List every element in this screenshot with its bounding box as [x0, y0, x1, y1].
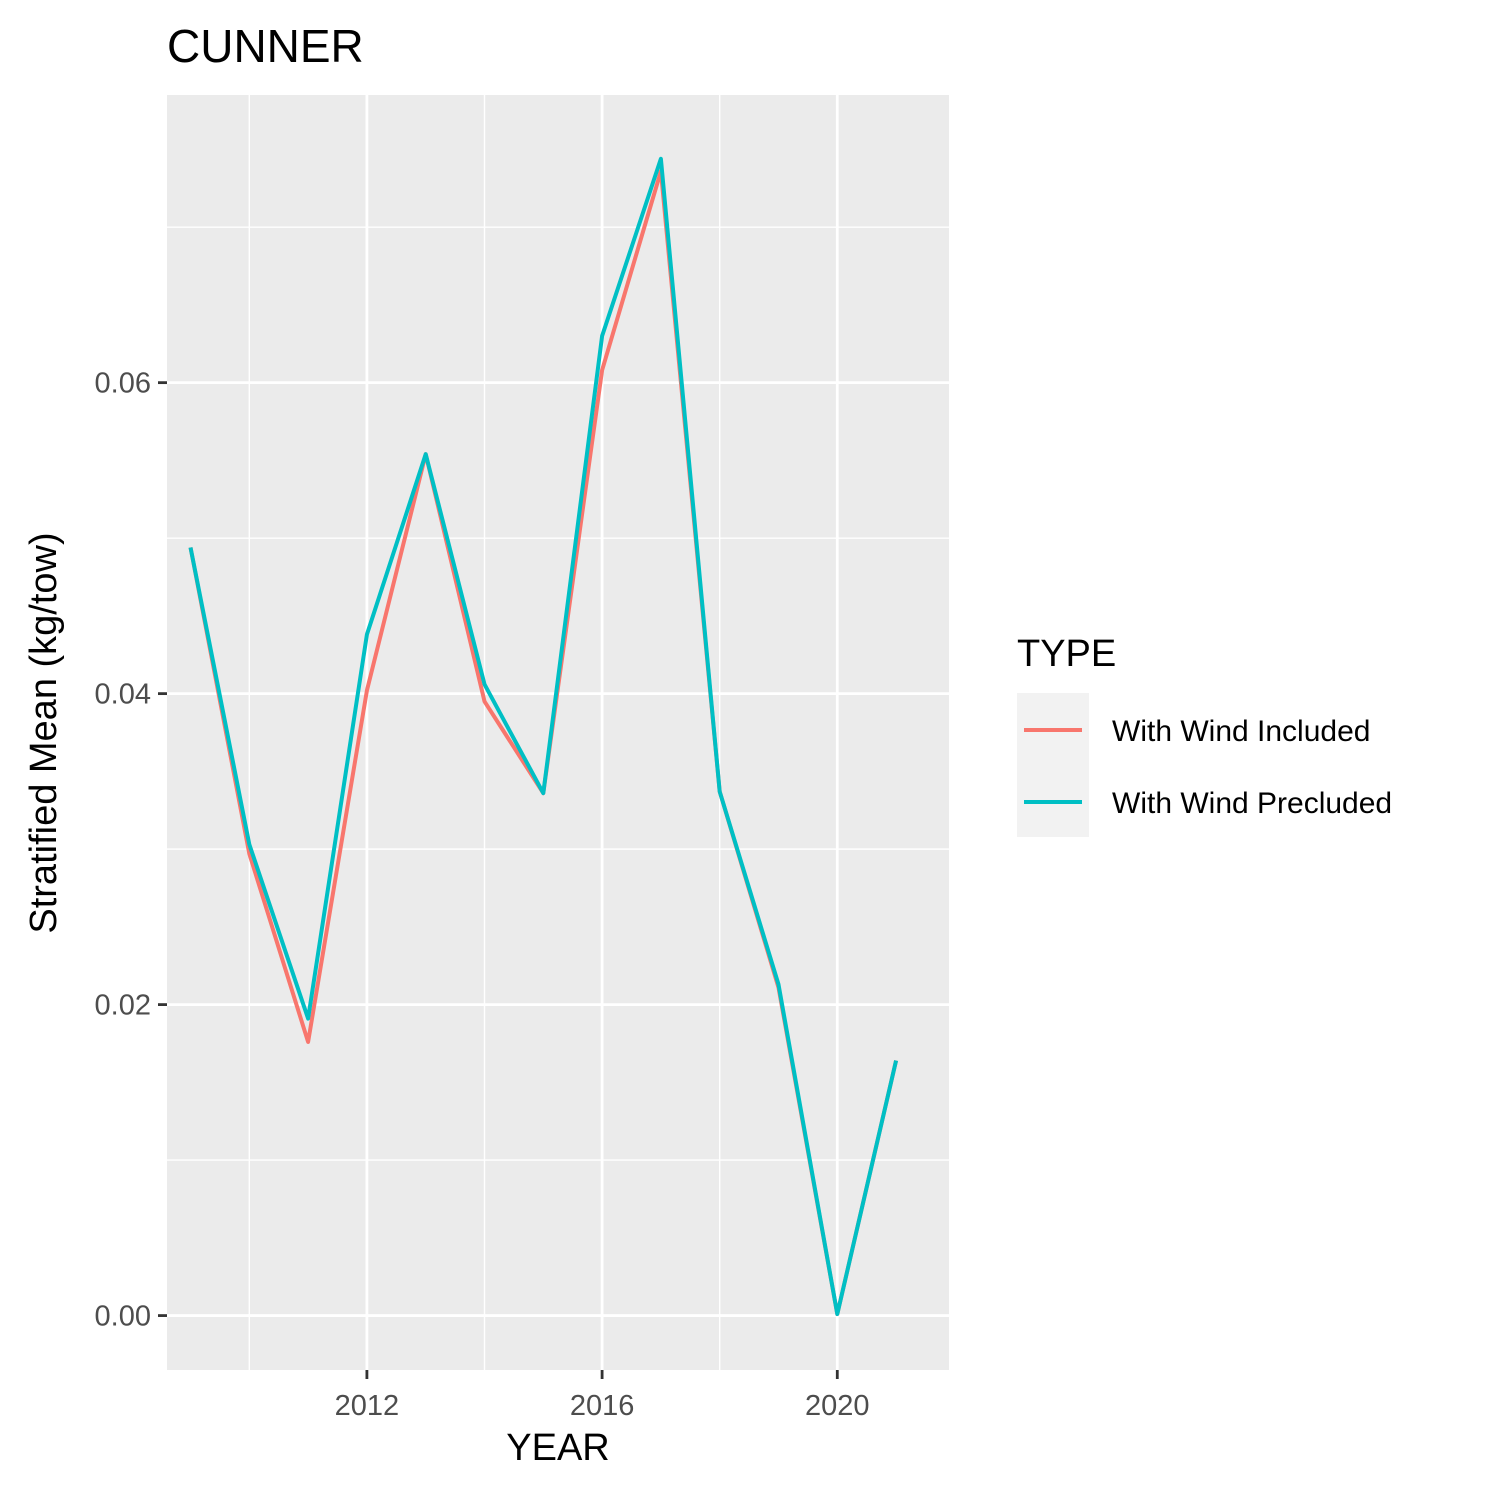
y-tick-label: 0.04 — [95, 679, 151, 711]
x-tick-label: 2016 — [570, 1390, 635, 1422]
y-tick-label: 0.06 — [95, 368, 151, 400]
y-axis-title: Stratified Mean (kg/tow) — [23, 532, 65, 933]
legend-label-with-wind-precluded: With Wind Precluded — [1112, 787, 1392, 820]
x-tick-label: 2020 — [805, 1390, 870, 1422]
legend-title: TYPE — [1017, 633, 1116, 675]
plot-panel — [167, 95, 949, 1370]
y-tick-label: 0.00 — [95, 1301, 151, 1333]
x-axis-title: YEAR — [506, 1427, 609, 1469]
series-layer — [188, 156, 899, 1317]
series-line-with-wind-precluded — [188, 156, 899, 1317]
grid-major — [167, 95, 949, 1370]
x-axis: 2012 2016 2020 — [335, 1370, 870, 1422]
grid-minor — [167, 95, 949, 1370]
chart-title: CUNNER — [167, 20, 364, 72]
legend-key-background — [1017, 693, 1089, 837]
x-tick-label: 2012 — [335, 1390, 400, 1422]
y-axis: 0.00 0.02 0.04 0.06 — [95, 368, 167, 1333]
legend: TYPE With Wind Included With Wind Preclu… — [1017, 633, 1392, 837]
y-tick-label: 0.02 — [95, 990, 151, 1022]
legend-label-with-wind-included: With Wind Included — [1112, 715, 1370, 748]
